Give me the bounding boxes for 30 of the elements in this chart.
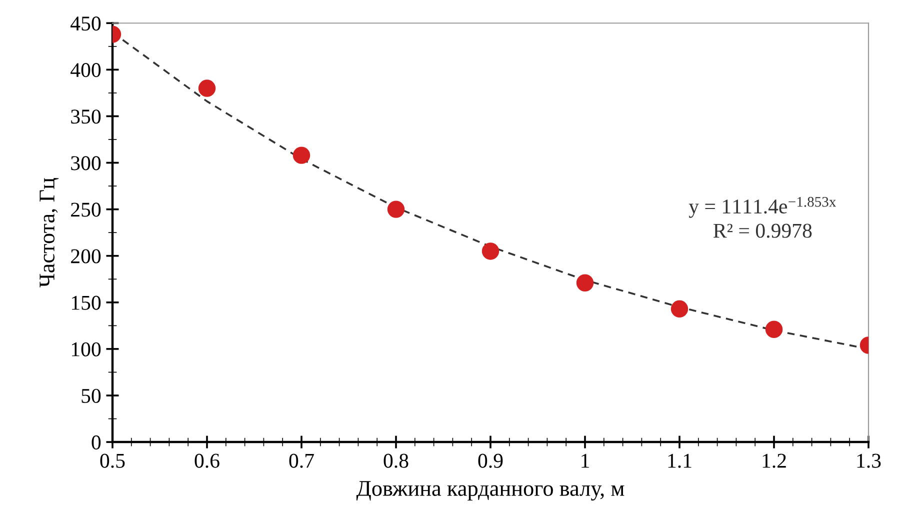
x-tick-label: 0.8	[384, 454, 408, 468]
annotation: R² = 0.9978	[713, 224, 812, 238]
point	[576, 274, 594, 292]
y-tick-label: 200	[71, 249, 101, 264]
point	[198, 80, 216, 97]
y-tick-label: 350	[71, 110, 101, 124]
y-tick-label: 150	[72, 296, 101, 310]
annotation: y = 1111.4e$^{−1.853x}$	[688, 196, 836, 218]
point	[292, 146, 310, 164]
x-axis-title: Довжина карданного валу, м	[356, 481, 624, 501]
x-tick-label: 1.2	[762, 454, 786, 468]
y-axis-title: Частота, Гц	[40, 178, 59, 288]
y-tick-label: 450	[70, 16, 101, 31]
y-tick-label: 250	[71, 202, 101, 217]
y-tick-label: 400	[70, 63, 101, 78]
x-tick-label: 1.3	[857, 454, 881, 468]
y-tick-label: 0	[92, 435, 101, 450]
x-tick-label: 0.5	[100, 454, 125, 468]
x-tick-label: 0.6	[194, 454, 220, 468]
point	[670, 300, 688, 318]
y-tick-label: 50	[82, 388, 101, 403]
point	[387, 200, 405, 218]
y-tick-label: 300	[71, 156, 101, 170]
point	[482, 242, 500, 260]
x-tick-label: 1.1	[668, 454, 692, 468]
point	[765, 320, 783, 338]
y-tick-label: 100	[72, 342, 101, 356]
x-tick-label: 0.7	[289, 454, 314, 468]
x-tick-label: 0.9	[478, 454, 503, 468]
x-tick-label: 1	[582, 454, 589, 468]
